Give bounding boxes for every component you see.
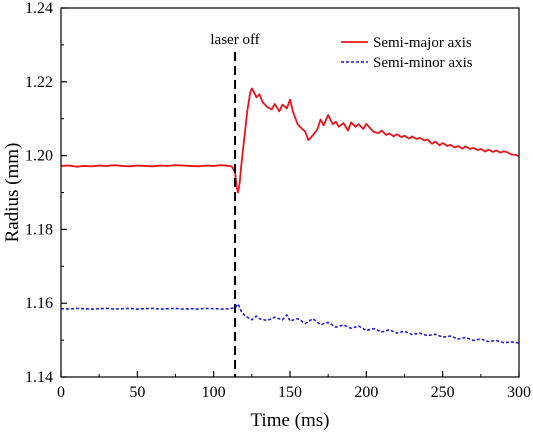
series-layer [60, 87, 520, 344]
axes-layer: 0 50 100 150 200 250 300 1.14 1.16 1.18 1.20 1.22 1.… [25, 0, 531, 401]
legend-label-semi-minor: Semi-minor axis [373, 55, 473, 71]
x-tick-label: 200 [354, 384, 378, 401]
x-tick-label: 150 [278, 384, 302, 401]
y-tick-label: 1.24 [25, 0, 53, 17]
x-tick-label: 100 [202, 384, 226, 401]
y-tick-label: 1.14 [25, 369, 53, 386]
series-line-semi-major [60, 87, 520, 194]
y-axis-title: Radius (mm) [2, 143, 23, 243]
y-tick-label: 1.20 [25, 148, 53, 165]
x-tick-label: 50 [129, 384, 145, 401]
legend: Semi-major axis Semi-minor axis [341, 35, 473, 71]
y-tick-label: 1.22 [25, 74, 53, 91]
y-tick-label: 1.18 [25, 221, 53, 238]
laser-off-annotation: laser off [210, 32, 259, 48]
y-tick-label: 1.16 [25, 295, 53, 312]
series-line-semi-minor [60, 303, 520, 344]
legend-label-semi-major: Semi-major axis [373, 35, 472, 51]
x-tick-label: 300 [507, 384, 531, 401]
x-axis-title: Time (ms) [250, 410, 329, 431]
x-tick-label: 250 [431, 384, 455, 401]
x-tick-label: 0 [57, 384, 65, 401]
